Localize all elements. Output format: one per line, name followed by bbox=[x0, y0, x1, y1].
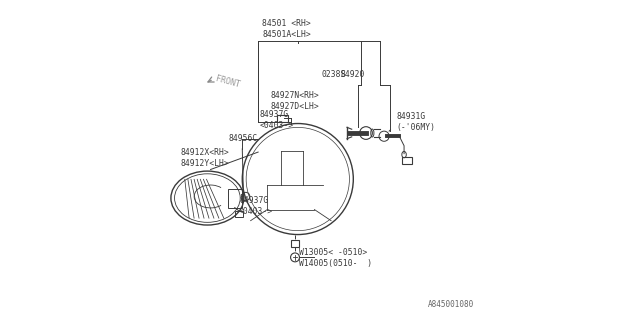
Bar bbox=[401, 157, 412, 164]
Text: A845001080: A845001080 bbox=[428, 300, 474, 309]
Text: 84920: 84920 bbox=[340, 70, 365, 79]
Text: W13005< -0510>
W14005(0510-  ): W13005< -0510> W14005(0510- ) bbox=[300, 248, 372, 268]
Text: 84937G
<0403->: 84937G <0403-> bbox=[260, 110, 294, 130]
Text: 84912X<RH>
84912Y<LH>: 84912X<RH> 84912Y<LH> bbox=[180, 148, 229, 168]
Text: 84501 <RH>
84501A<LH>: 84501 <RH> 84501A<LH> bbox=[262, 19, 311, 39]
Bar bbox=[277, 115, 287, 122]
Bar bbox=[235, 212, 243, 217]
Text: 84927N<RH>
84927D<LH>: 84927N<RH> 84927D<LH> bbox=[271, 91, 319, 111]
Text: 0238S: 0238S bbox=[321, 70, 346, 79]
Text: 84931G
(-'06MY): 84931G (-'06MY) bbox=[396, 112, 435, 132]
Text: 84956C: 84956C bbox=[228, 134, 257, 143]
Bar bbox=[291, 240, 299, 247]
Text: 84937G
<0403->: 84937G <0403-> bbox=[239, 196, 273, 216]
Text: FRONT: FRONT bbox=[215, 74, 241, 89]
